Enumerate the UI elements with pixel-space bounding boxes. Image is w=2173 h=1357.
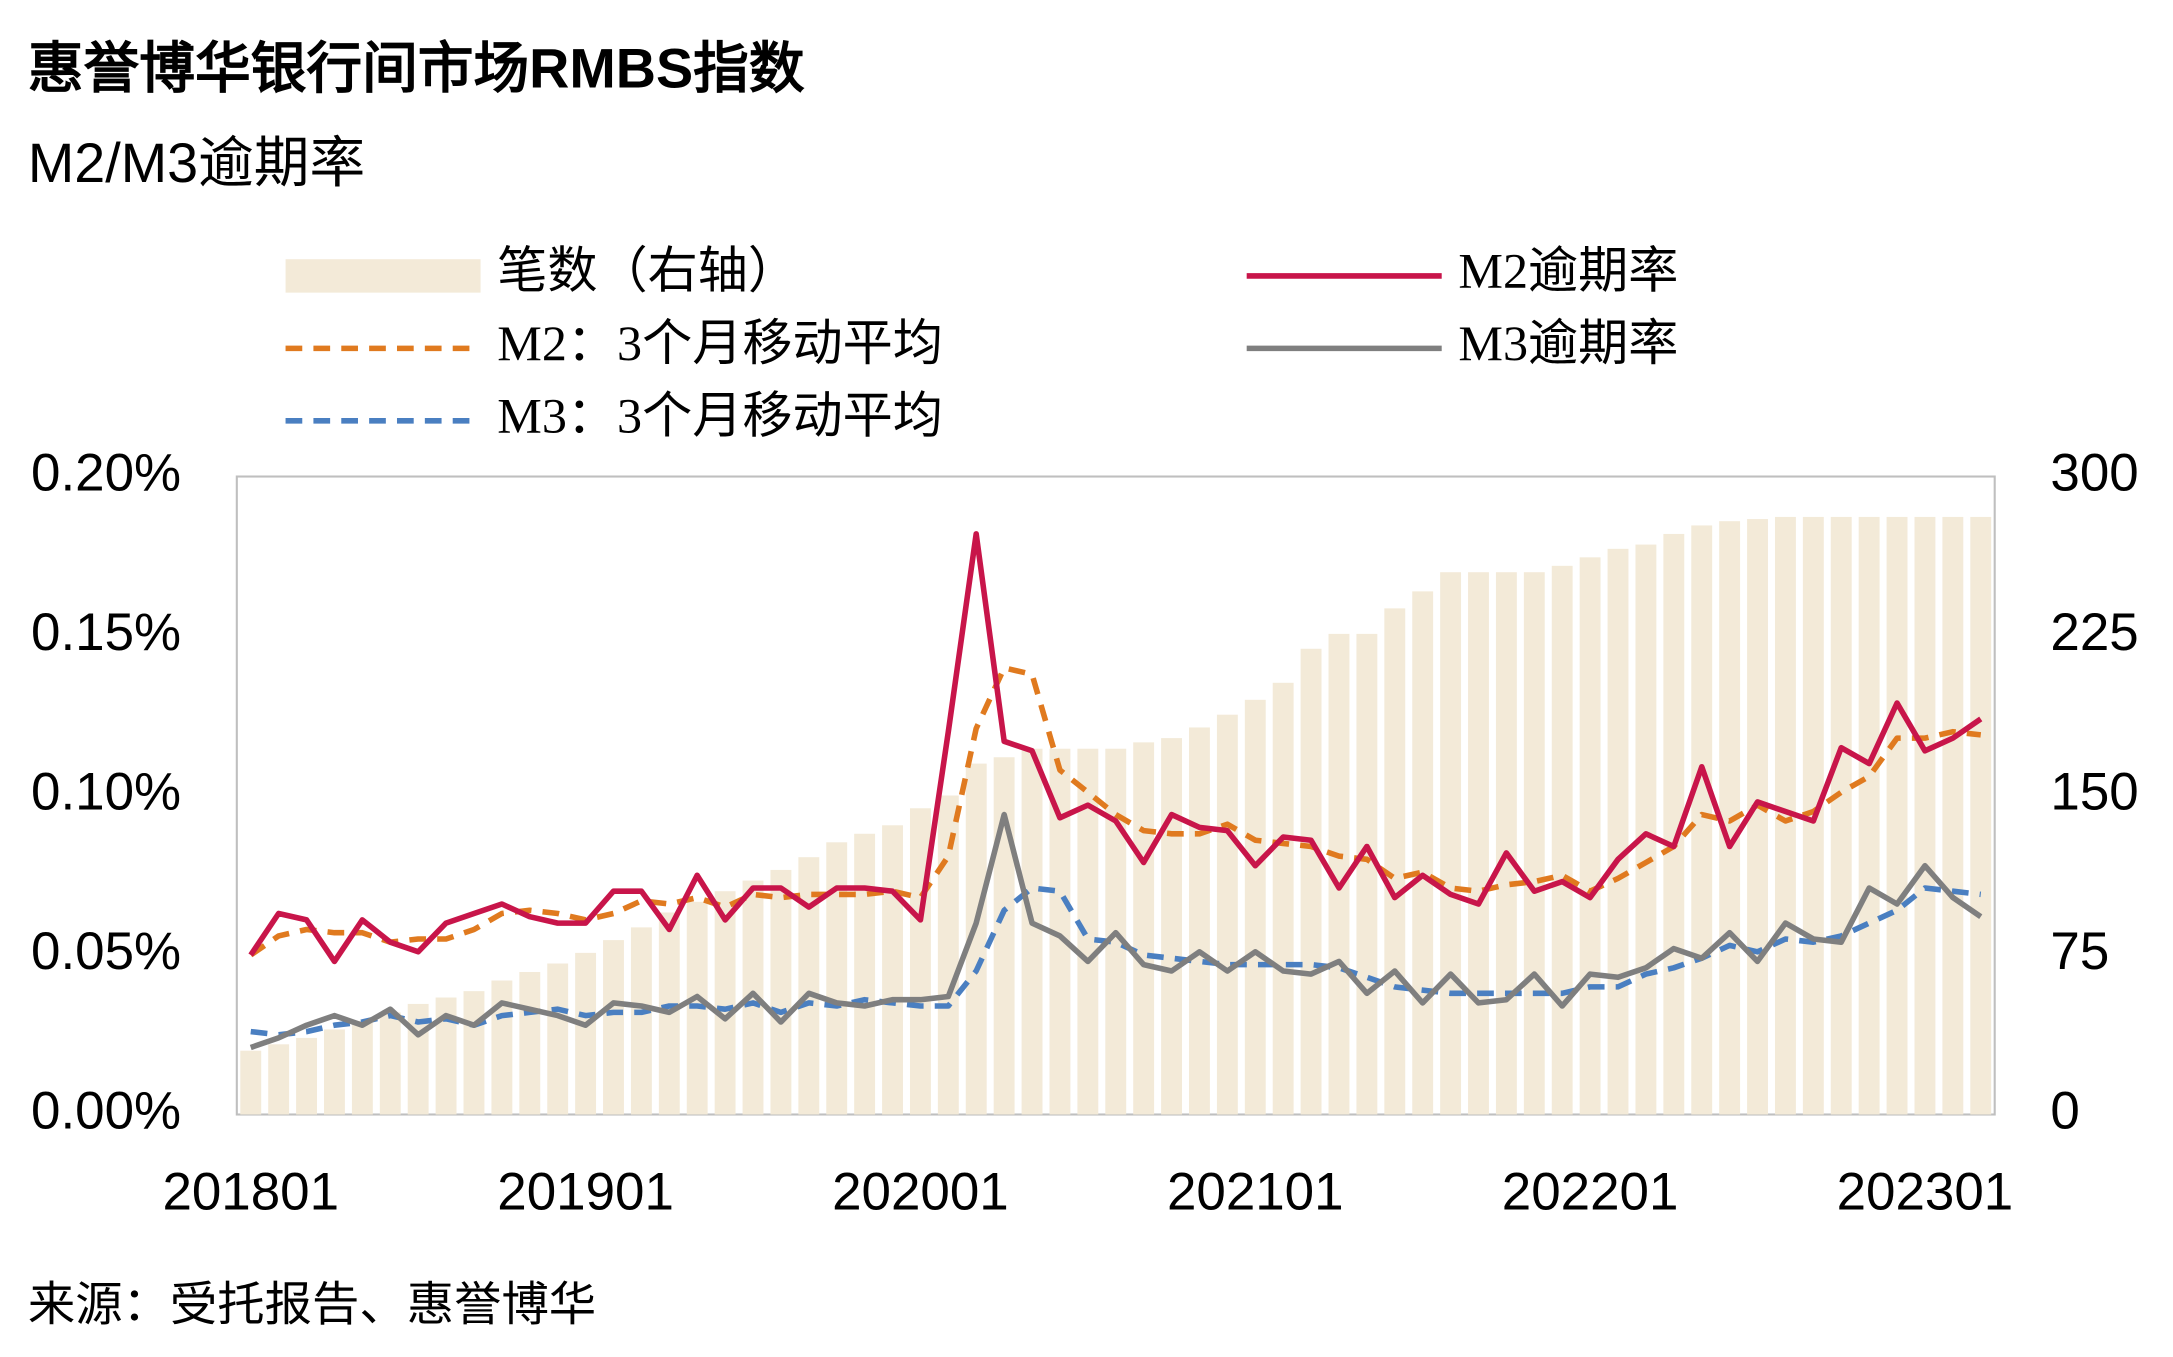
bar — [1523, 572, 1545, 1115]
bar — [435, 997, 457, 1115]
bar — [630, 927, 652, 1115]
bar — [351, 1020, 373, 1115]
chart-title: 惠誉博华银行间市场RMBS指数 — [28, 37, 805, 99]
bar — [1300, 648, 1322, 1115]
bar — [296, 1037, 318, 1115]
bar — [1244, 699, 1266, 1115]
bar — [268, 1044, 290, 1115]
y-tick-label: 0.10% — [31, 762, 181, 821]
y2-tick-label: 0 — [2050, 1081, 2079, 1140]
bar — [937, 795, 959, 1115]
legend-label: M2：3个月移动平均 — [497, 315, 943, 371]
bar — [1830, 516, 1852, 1115]
bar — [1579, 557, 1601, 1115]
y-tick-label: 0.05% — [31, 922, 181, 981]
bar — [1970, 516, 1992, 1115]
bar — [854, 833, 876, 1115]
x-tick-label: 202001 — [832, 1162, 1009, 1221]
bar — [1161, 738, 1183, 1115]
bar — [1412, 591, 1434, 1115]
bar — [547, 963, 569, 1115]
y-tick-label: 0.15% — [31, 603, 181, 662]
y-tick-label: 0.00% — [31, 1081, 181, 1140]
y2-tick-label: 300 — [2050, 444, 2138, 503]
y2-tick-label: 75 — [2050, 922, 2109, 981]
bar — [1384, 608, 1406, 1115]
y-tick-label: 0.20% — [31, 444, 181, 503]
legend-swatch — [285, 259, 481, 293]
bar — [1440, 572, 1462, 1115]
x-tick-label: 202101 — [1167, 1162, 1344, 1221]
y2-tick-label: 150 — [2050, 762, 2138, 821]
bar — [1607, 548, 1629, 1115]
bar — [1272, 682, 1294, 1115]
bar — [714, 891, 736, 1115]
x-tick-label: 202201 — [1502, 1162, 1679, 1221]
bar — [1077, 748, 1099, 1115]
bar — [1133, 742, 1155, 1115]
bar — [519, 972, 541, 1115]
bar — [240, 1050, 262, 1115]
bar — [379, 1012, 401, 1115]
bar — [1886, 516, 1908, 1115]
bar — [575, 952, 597, 1115]
bar — [603, 940, 624, 1115]
bar — [1858, 516, 1880, 1115]
bar — [1942, 516, 1964, 1115]
line — [249, 665, 1982, 958]
legend-label: M3：3个月移动平均 — [497, 387, 943, 443]
legend-label: M3逾期率 — [1458, 315, 1678, 371]
x-tick-label: 201801 — [162, 1162, 339, 1221]
chart-subtitle: M2/M3逾期率 — [28, 132, 365, 194]
bar — [1356, 633, 1378, 1115]
bar — [1216, 714, 1238, 1115]
bar — [1635, 544, 1657, 1115]
legend-label: M2逾期率 — [1458, 242, 1678, 298]
y2-tick-label: 225 — [2050, 603, 2138, 662]
bar — [742, 880, 764, 1115]
bar — [965, 763, 987, 1115]
bar — [770, 869, 792, 1115]
bar — [1914, 516, 1936, 1115]
source: 来源：受托报告、惠誉博华 — [28, 1279, 596, 1331]
bar — [1747, 519, 1768, 1115]
bar — [1021, 748, 1043, 1115]
x-tick-label: 201901 — [497, 1162, 674, 1221]
x-tick-label: 202301 — [1837, 1162, 2014, 1221]
bar — [993, 757, 1015, 1115]
bar — [1049, 748, 1071, 1115]
bar — [1495, 572, 1517, 1115]
line — [248, 531, 1983, 965]
bar — [1774, 516, 1796, 1115]
bar — [1189, 727, 1210, 1115]
bar — [324, 1029, 345, 1115]
bar — [463, 991, 485, 1115]
bar — [826, 842, 848, 1115]
legend-label: 笔数（右轴） — [497, 242, 798, 298]
bar — [882, 825, 903, 1115]
bar — [1328, 633, 1350, 1115]
line — [249, 811, 1983, 1051]
bar — [1691, 525, 1713, 1115]
bar — [798, 857, 820, 1115]
bar — [1551, 565, 1573, 1115]
bar — [1468, 572, 1489, 1115]
